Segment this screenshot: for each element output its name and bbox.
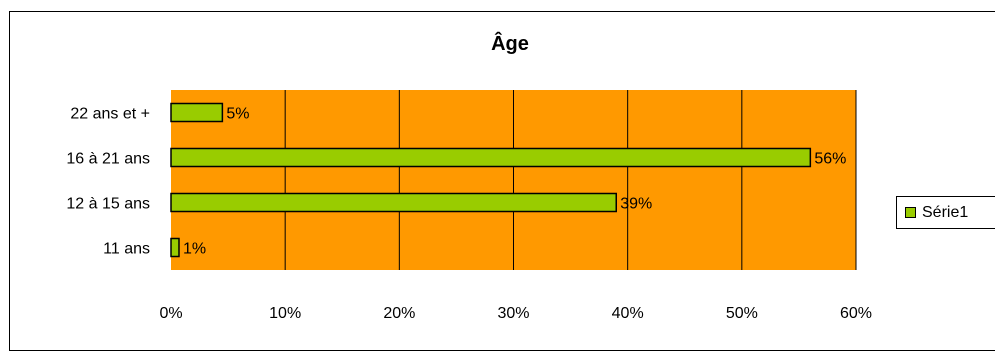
tick-label: 30% [497,305,529,322]
bar [170,192,617,213]
tick-label: 50% [726,305,758,322]
category-label: 12 à 15 ans [66,196,150,213]
category-label: 16 à 21 ans [66,151,150,168]
category-label: 11 ans [103,241,150,258]
legend: Série1 [896,196,995,229]
data-label: 56% [814,151,846,168]
tick-label: 10% [269,305,301,322]
tick-label: 40% [612,305,644,322]
chart-title: Âge [491,31,529,55]
data-label: 5% [226,106,249,123]
tick-label: 60% [840,305,872,322]
category-label: 22 ans et + [70,106,150,123]
bar [170,102,224,123]
bar [170,237,180,258]
tick-label: 20% [383,305,415,322]
legend-label: Série1 [922,203,969,221]
legend-swatch [905,207,916,218]
bar [170,147,812,168]
tick-label: 0% [159,305,182,322]
data-label: 39% [620,196,652,213]
data-label: 1% [183,241,206,258]
